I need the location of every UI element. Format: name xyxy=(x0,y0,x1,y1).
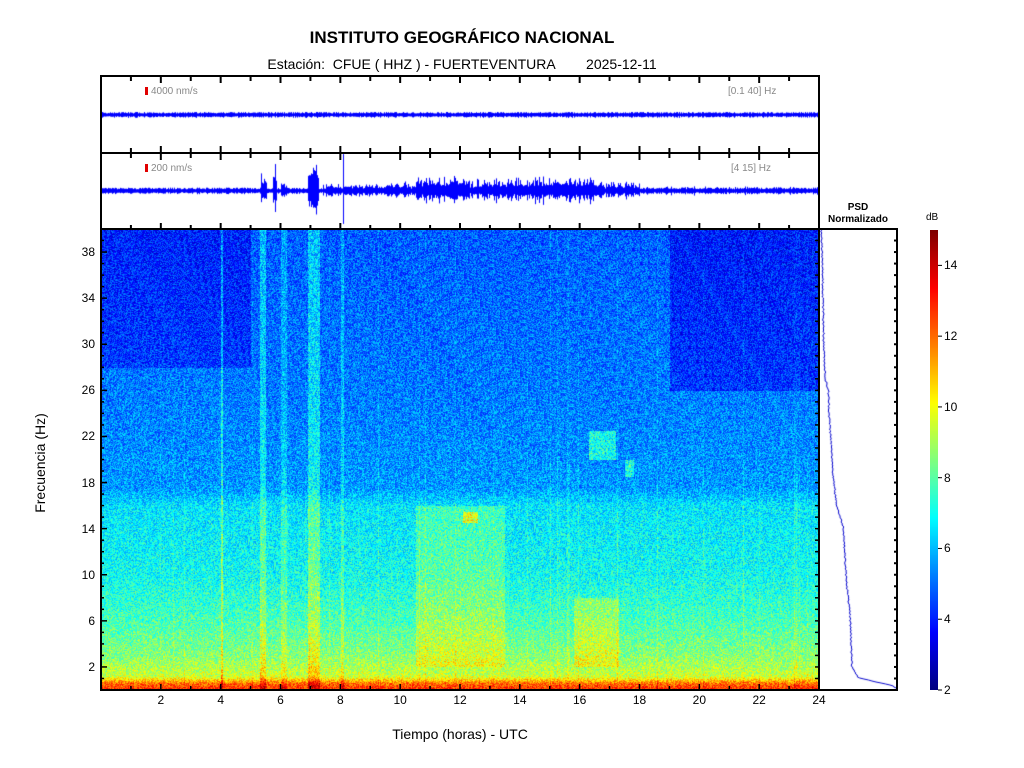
trace-2-waveform xyxy=(102,154,818,229)
spectrogram-frame xyxy=(100,228,820,691)
scale-bar-icon xyxy=(145,87,148,96)
y-tick-label: 18 xyxy=(81,475,95,490)
x-tick-label: 6 xyxy=(277,693,284,707)
x-tick-label: 8 xyxy=(336,693,344,707)
x-tick-label: 18 xyxy=(632,693,647,707)
trace-1-waveform xyxy=(102,77,818,152)
x-tick-label: 14 xyxy=(513,693,527,707)
x-tick-label: 2 xyxy=(157,693,165,707)
psd-curve xyxy=(820,230,896,689)
chart-subtitle: Estación: CFUE ( HHZ ) - FUERTEVENTURA 2… xyxy=(267,56,657,72)
scale-bar-icon xyxy=(145,164,148,173)
y-tick-label: 30 xyxy=(81,337,95,352)
colorbar-tick-label: 4 xyxy=(944,612,951,627)
trace-2-scale: 200 nm/s xyxy=(145,163,192,174)
trace-2-band: [4 15] Hz xyxy=(731,163,772,174)
psd-title-line2: Normalizado xyxy=(827,214,888,225)
trace-1-band: [0.1 40] Hz xyxy=(728,86,777,97)
colorbar-tick-label: 12 xyxy=(944,329,958,344)
y-tick-label: 26 xyxy=(81,383,95,398)
colorbar-tick-label: 6 xyxy=(944,541,951,556)
x-axis-label: Tiempo (horas) - UTC xyxy=(392,726,528,742)
psd-title: PSD Normalizado xyxy=(810,202,906,226)
trace-1-scale: 4000 nm/s xyxy=(145,86,198,97)
colorbar-tick-label: 10 xyxy=(944,399,958,414)
colorbar xyxy=(930,230,938,690)
colorbar-tick-label: 14 xyxy=(944,258,958,273)
x-tick-label: 24 xyxy=(812,693,826,707)
trace-2-scale-label: 200 nm/s xyxy=(151,163,193,174)
y-axis-label: Frecuencia (Hz) xyxy=(32,413,48,513)
x-tick-label: 4 xyxy=(217,693,224,707)
y-tick-label: 14 xyxy=(81,521,95,536)
colorbar-tick-label: 2 xyxy=(944,683,951,697)
y-tick-label: 2 xyxy=(88,659,95,674)
y-tick-label: 6 xyxy=(88,613,95,628)
y-tick-label: 34 xyxy=(81,291,95,306)
x-tick-label: 20 xyxy=(692,693,706,707)
chart-title: INSTITUTO GEOGRÁFICO NACIONAL xyxy=(309,28,615,47)
colorbar-tick-label: 8 xyxy=(944,470,951,485)
x-tick-label: 16 xyxy=(572,693,587,707)
trace-1-scale-label: 4000 nm/s xyxy=(151,86,198,97)
spectrogram xyxy=(101,229,819,690)
y-tick-label: 38 xyxy=(81,245,95,260)
psd-title-line1: PSD xyxy=(847,202,869,213)
y-tick-label: 10 xyxy=(81,567,95,582)
x-tick-label: 12 xyxy=(453,693,467,707)
colorbar-unit: dB xyxy=(926,212,939,223)
y-tick-label: 22 xyxy=(81,429,95,444)
x-tick-label: 22 xyxy=(752,693,766,707)
x-tick-label: 10 xyxy=(393,693,407,707)
